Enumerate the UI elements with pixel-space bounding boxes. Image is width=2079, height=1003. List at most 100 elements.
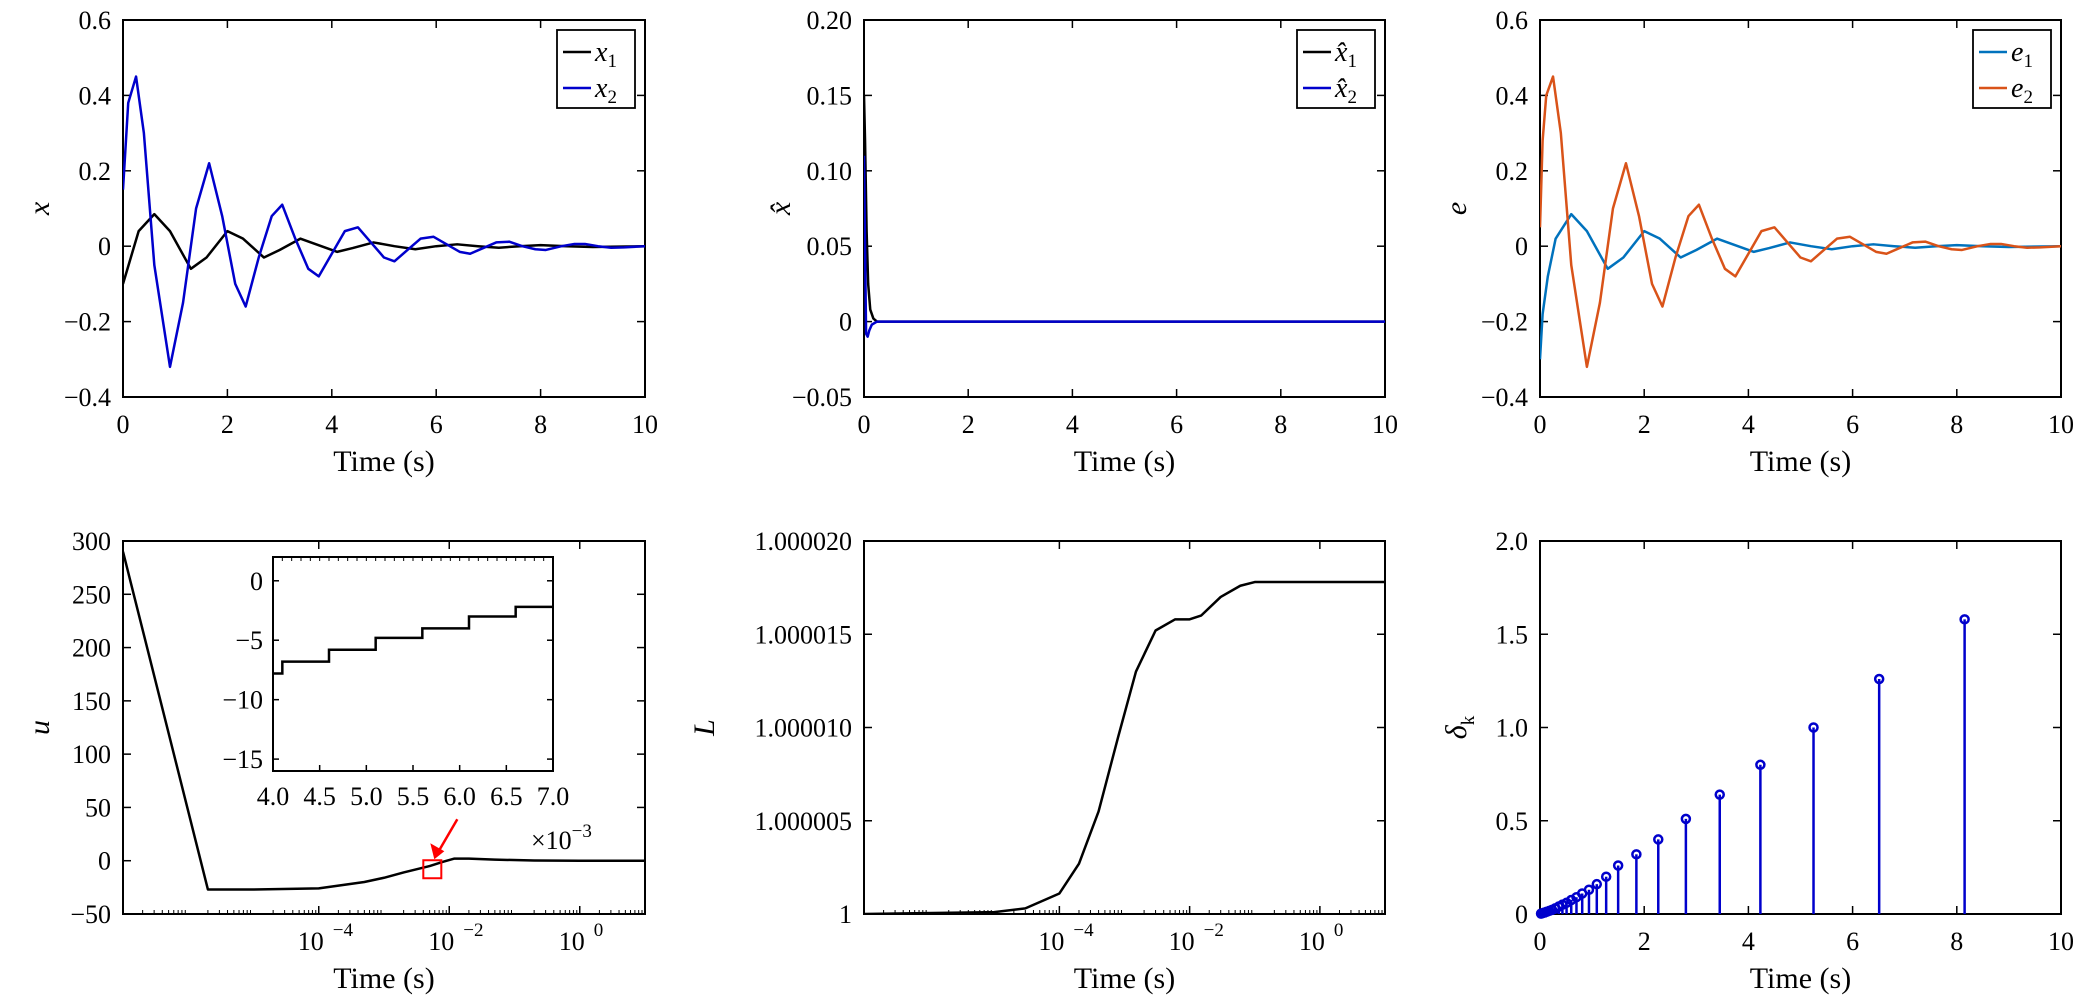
x-tick-label: 4 <box>1742 927 1755 956</box>
x-axis-label: Time (s) <box>1750 962 1851 995</box>
x-tick-label: 0 <box>1534 410 1547 439</box>
y-tick-label: 1.000010 <box>755 714 853 743</box>
y-tick-label: 0.4 <box>79 81 112 110</box>
y-tick-label: 0 <box>839 308 852 337</box>
axes-frame <box>122 19 646 398</box>
series-line-1 <box>864 580 1385 914</box>
series-line-1 <box>1540 212 2061 360</box>
x-tick-label: 0 <box>858 410 871 439</box>
legend-entry-name: x̂ <box>1334 37 1348 68</box>
stem-marker <box>1755 759 1766 771</box>
series-line-2 <box>1540 75 2061 369</box>
y-tick-label: 250 <box>72 580 111 609</box>
x-tick-label: 6 <box>1846 927 1859 956</box>
axes-frame <box>1539 540 2062 915</box>
y-tick-label: 0.20 <box>807 6 853 35</box>
y-tick-label: 50 <box>85 793 111 822</box>
stem-marker <box>1631 849 1642 860</box>
y-tick-label: −50 <box>70 900 111 929</box>
x-tick-exponent: 0 <box>1334 920 1344 941</box>
legend-entry: e2 <box>2011 73 2033 108</box>
legend-entry: x1 <box>594 37 617 72</box>
x-tick-label: 10 <box>2048 927 2074 956</box>
x-tick-label: 10 <box>2048 410 2074 439</box>
inset-x-tick-label: 5.0 <box>350 782 383 811</box>
inset-step-line <box>273 605 553 675</box>
inset-frame <box>272 556 554 772</box>
chart-panel-p5: 10 −4 10 −2 10 0 1 1.000005 1.000010 1.000015 1.00… <box>688 527 1386 995</box>
y-axis-label-text: u <box>23 720 56 735</box>
y-axis-label: x̂ <box>764 201 797 216</box>
stem-marker <box>1591 878 1603 890</box>
x-tick-label: 4 <box>1066 410 1079 439</box>
y-axis-label: x <box>23 201 56 216</box>
x-tick-label: 6 <box>430 410 443 439</box>
x-tick-exponent: −4 <box>1073 920 1094 941</box>
y-tick-label: 150 <box>72 687 111 716</box>
stem-marker <box>1873 673 1885 685</box>
legend-entry-subscript: 1 <box>607 51 617 72</box>
x-tick-label: 10 <box>1299 927 1325 956</box>
inset-x-tick-label: 6.5 <box>490 782 523 811</box>
legend-entry: e1 <box>2011 37 2033 72</box>
legend-entry-name: x̂ <box>1334 73 1348 104</box>
y-axis-label: u <box>23 720 56 735</box>
y-axis-label: e <box>1440 202 1473 215</box>
y-tick-label: 1 <box>839 900 852 929</box>
axes-frame <box>122 540 646 915</box>
legend-entry-subscript: 1 <box>1347 51 1357 72</box>
inset-x-multiplier-base: ×10 <box>531 826 572 855</box>
inset-x-tick-label: 5.5 <box>397 782 430 811</box>
x-tick-label: 2 <box>962 410 975 439</box>
x-tick-label: 0 <box>117 410 130 439</box>
y-tick-label: −0.4 <box>1481 383 1528 412</box>
x-tick-label: 10 <box>1372 410 1398 439</box>
x-tick-label: 4 <box>325 410 338 439</box>
x-tick-label: 2 <box>1638 927 1651 956</box>
y-tick-label: 0 <box>98 847 111 876</box>
y-tick-label: 0 <box>98 232 111 261</box>
y-axis-label-subscript: k <box>1458 715 1479 725</box>
x-tick-label: 8 <box>534 410 547 439</box>
inset-x-tick-label: 6.0 <box>443 782 476 811</box>
x-axis-label: Time (s) <box>1074 445 1175 478</box>
inset-y-tick-label: −5 <box>235 626 263 655</box>
x-tick-label: 10 <box>1169 927 1195 956</box>
legend-entry-name: x <box>594 37 608 68</box>
stem-marker <box>1612 860 1624 871</box>
y-axis-label: L <box>688 719 721 737</box>
y-tick-label: 2.0 <box>1496 527 1529 556</box>
x-tick-label: 10 <box>632 410 658 439</box>
stem-marker <box>1600 871 1612 882</box>
stem-marker <box>1680 813 1692 825</box>
legend-box <box>556 29 636 109</box>
x-tick-exponent: −4 <box>333 920 354 941</box>
y-tick-label: 0.5 <box>1496 807 1529 836</box>
y-axis-label-text: δ <box>1440 724 1473 739</box>
x-axis-label: Time (s) <box>1074 962 1175 995</box>
x-tick-label: 6 <box>1170 410 1183 439</box>
x-tick-exponent: −2 <box>1204 920 1224 941</box>
x-tick-label: 8 <box>1274 410 1287 439</box>
x-axis-label: Time (s) <box>1750 445 1851 478</box>
x-axis-label: Time (s) <box>333 445 434 478</box>
x-tick-label: 8 <box>1950 927 1963 956</box>
y-tick-label: −0.05 <box>792 383 852 412</box>
legend-entry-subscript: 2 <box>1347 87 1357 108</box>
zoom-marker-box <box>422 859 443 880</box>
chart-panel-p6: 0 2 4 6 8 10 0 0.5 1.0 1.5 2.0 Time (s) δk <box>1440 527 2074 995</box>
y-tick-label: 1.5 <box>1496 620 1529 649</box>
inset-y-tick-label: −15 <box>222 745 263 774</box>
y-tick-label: 1.000005 <box>755 807 853 836</box>
y-axis-label-text: x <box>23 201 56 216</box>
x-tick-label: 10 <box>559 927 585 956</box>
stem-marker <box>1714 789 1725 800</box>
legend-entry-subscript: 2 <box>2023 87 2033 108</box>
x-tick-label: 8 <box>1950 410 1963 439</box>
axes-frame <box>863 540 1386 915</box>
inset-y-tick-label: 0 <box>250 567 263 596</box>
y-tick-label: 1.000015 <box>755 620 853 649</box>
